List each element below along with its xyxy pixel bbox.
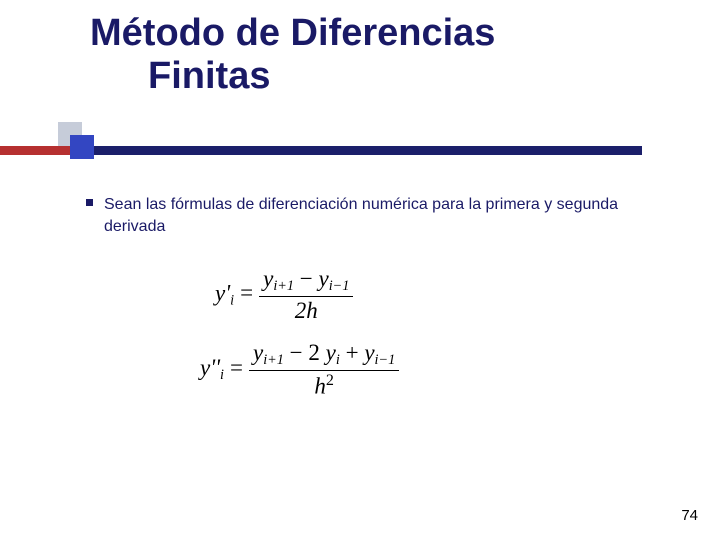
f2-denominator: h2 bbox=[249, 371, 399, 400]
f1-num-a-sub: i+1 bbox=[273, 278, 294, 294]
f1-den-text: 2h bbox=[295, 298, 318, 323]
f1-num-op: − bbox=[300, 266, 313, 291]
f1-numerator: yi+1 − yi−1 bbox=[259, 266, 353, 297]
equals-icon: = bbox=[234, 280, 259, 305]
slide: Método de Diferencias Finitas Sean las f… bbox=[0, 0, 720, 540]
f2-num-op2: + bbox=[346, 340, 359, 365]
equals-icon: = bbox=[224, 355, 249, 380]
f2-num-a-sub: i+1 bbox=[263, 352, 284, 368]
bullet-icon bbox=[86, 199, 93, 206]
f1-num-b: y bbox=[319, 266, 329, 291]
accent-square-blue bbox=[70, 135, 94, 159]
formula-second-derivative: y''i= yi+1 − 2 yi + yi−1 h2 bbox=[200, 340, 399, 400]
f2-num-c-sub: i−1 bbox=[375, 352, 396, 368]
f2-numerator: yi+1 − 2 yi + yi−1 bbox=[249, 340, 399, 371]
f1-num-b-sub: i−1 bbox=[329, 278, 350, 294]
f2-num-midcoef: − 2 bbox=[290, 340, 320, 365]
f1-lhs-var: y' bbox=[215, 280, 230, 305]
title-line-1: Método de Diferencias bbox=[90, 12, 495, 55]
f2-fraction: yi+1 − 2 yi + yi−1 h2 bbox=[249, 340, 399, 400]
formula-first-derivative: y'i= yi+1 − yi−1 2h bbox=[215, 266, 353, 324]
f2-num-c: y bbox=[364, 340, 374, 365]
f1-num-a: y bbox=[263, 266, 273, 291]
title: Método de Diferencias Finitas bbox=[90, 12, 495, 97]
title-line-2: Finitas bbox=[90, 55, 495, 98]
page-number: 74 bbox=[681, 507, 698, 524]
f2-num-midsub: i bbox=[336, 352, 340, 368]
f2-den-var: h bbox=[314, 374, 326, 399]
f2-den-exp: 2 bbox=[326, 372, 334, 389]
f2-num-a: y bbox=[253, 340, 263, 365]
f1-fraction: yi+1 − yi−1 2h bbox=[259, 266, 353, 324]
f2-lhs-var: y'' bbox=[200, 355, 220, 380]
accent-bar-dark bbox=[82, 146, 642, 155]
f2-num-midvar: y bbox=[326, 340, 336, 365]
f1-denominator: 2h bbox=[259, 297, 353, 324]
body-text: Sean las fórmulas de diferenciación numé… bbox=[104, 194, 624, 237]
